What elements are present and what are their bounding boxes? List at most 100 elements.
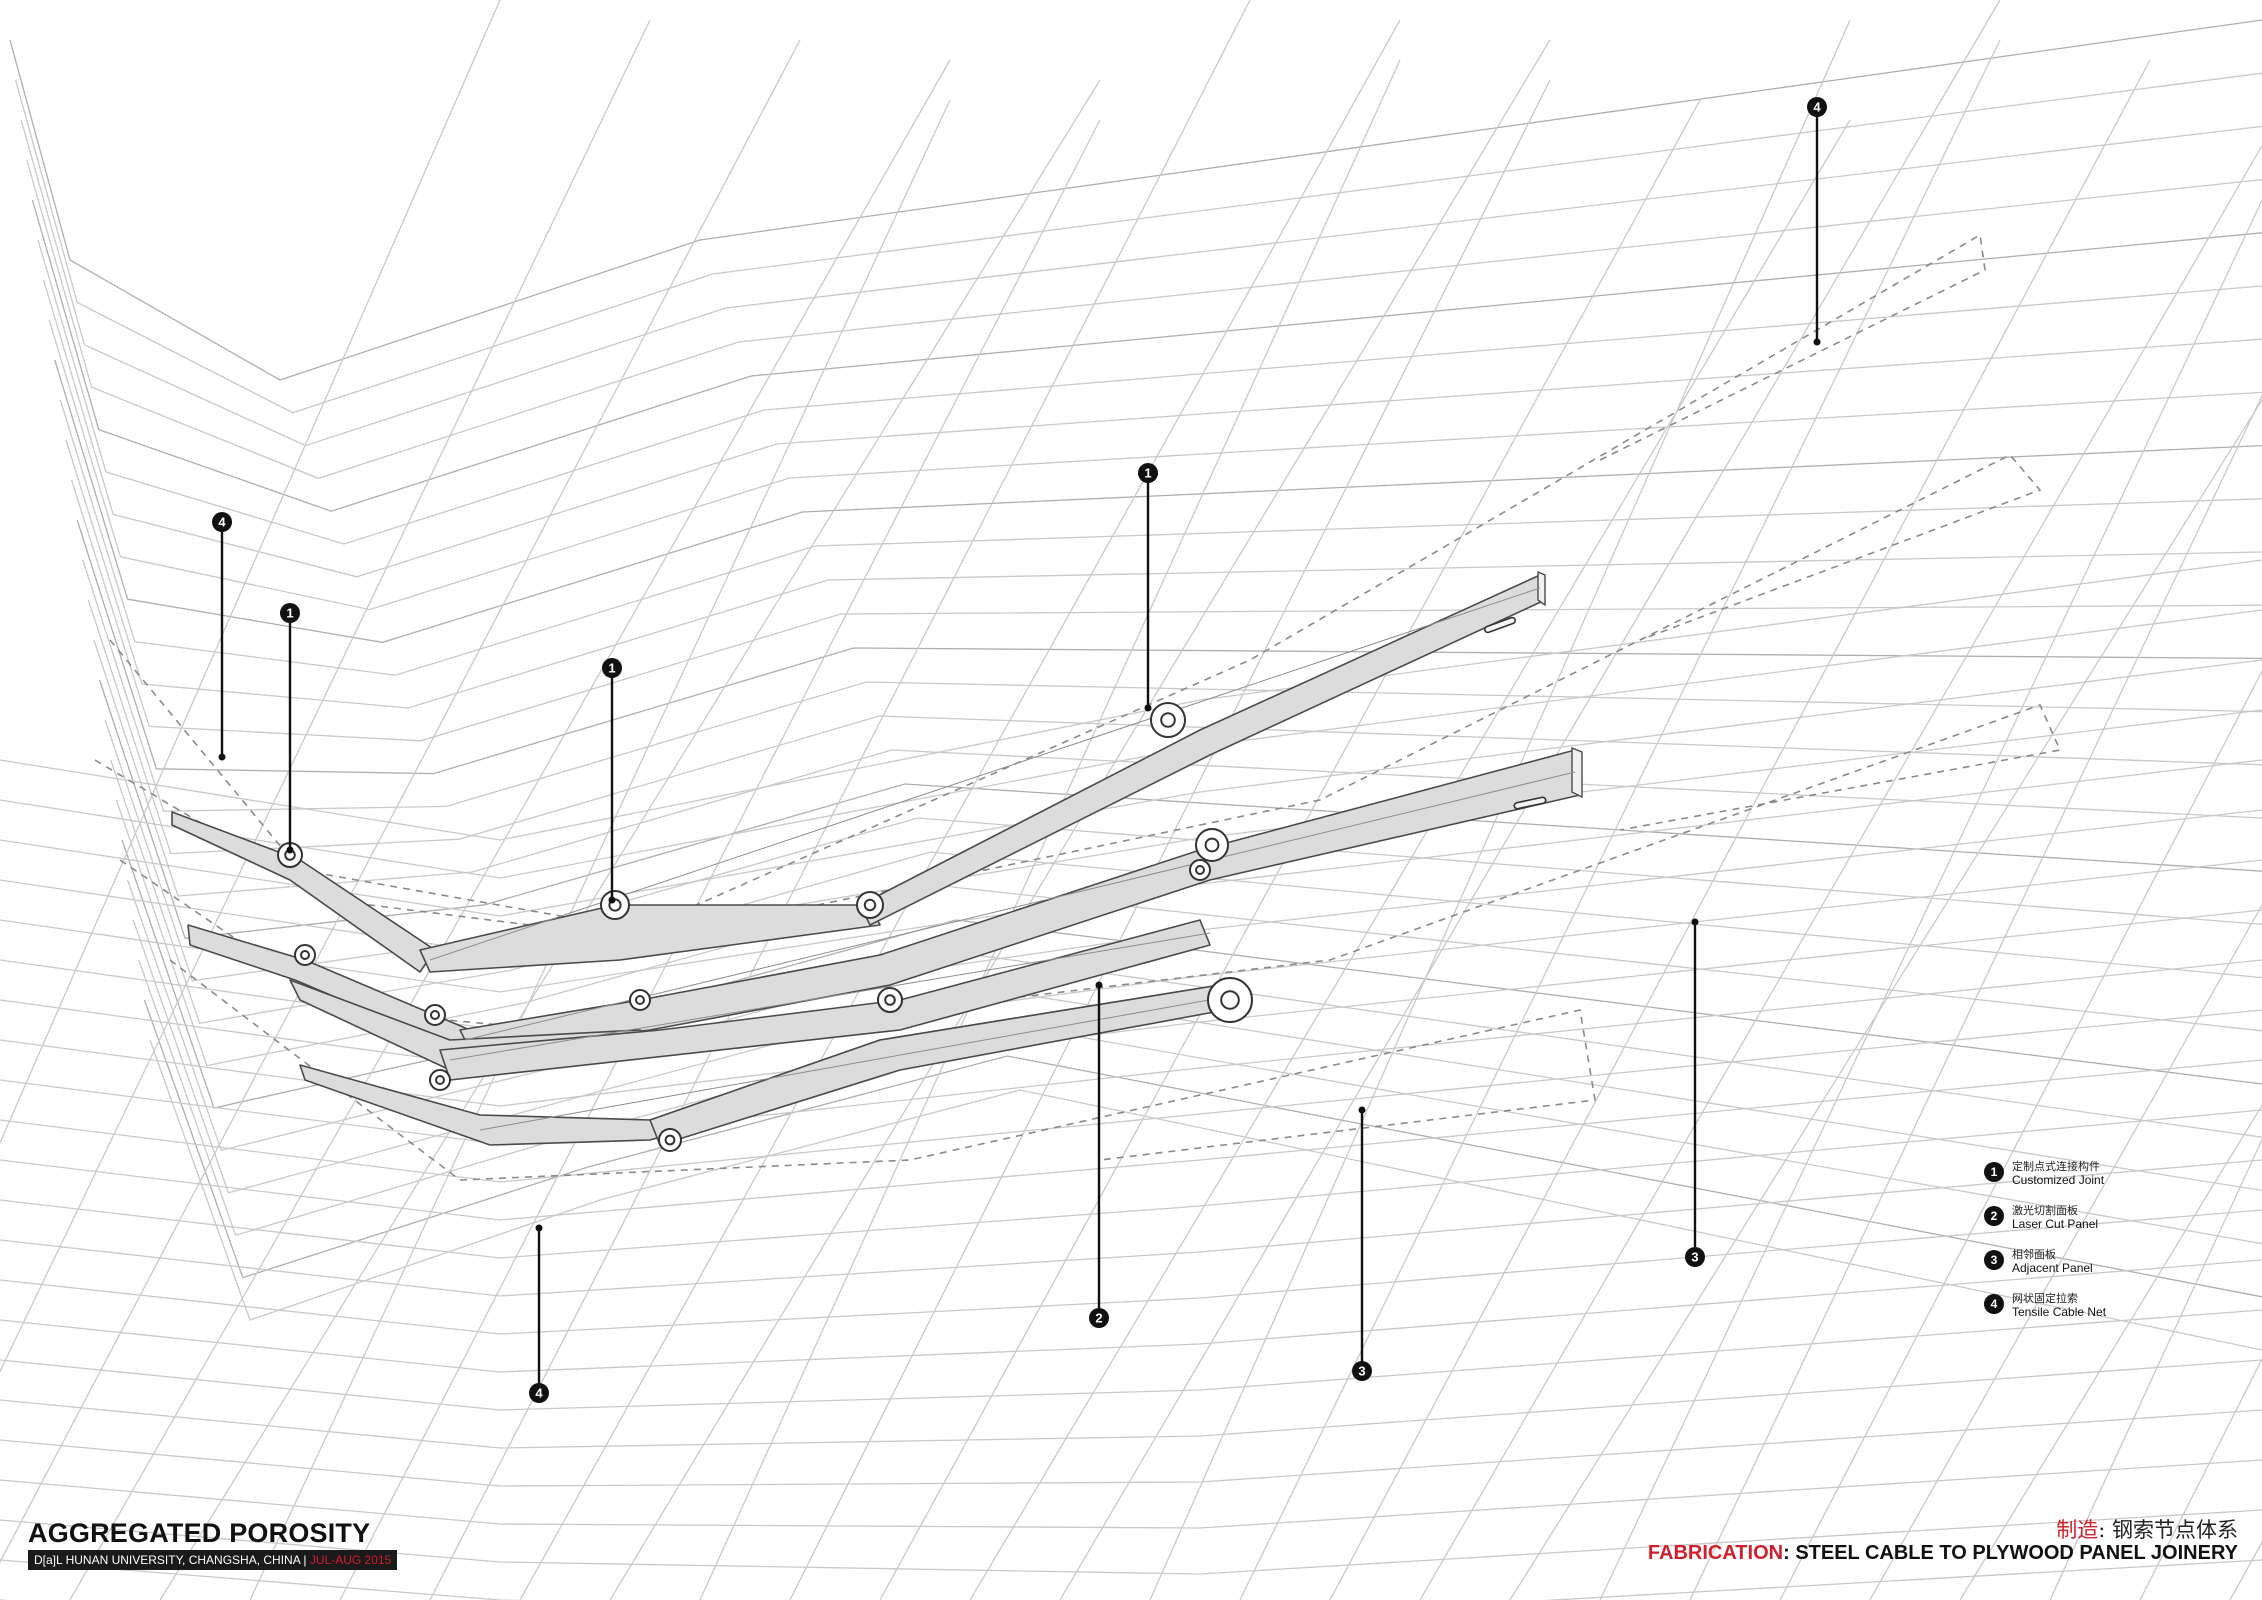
laser-cut-panel xyxy=(439,919,1211,1081)
callout-marker xyxy=(1685,1247,1705,1267)
cable-line xyxy=(149,1039,2262,1351)
cable-line xyxy=(0,1109,2262,1259)
legend-en-label: Adjacent Panel xyxy=(2012,1261,2093,1275)
cable-line xyxy=(93,639,2262,897)
cable-line xyxy=(2049,1138,2262,1600)
adjacent-panel-outline xyxy=(109,233,1986,931)
cable-line xyxy=(37,239,2262,545)
cable-line xyxy=(429,0,1251,1600)
customized-joint-hub xyxy=(863,898,877,912)
customized-joint-hub xyxy=(1195,865,1205,875)
cable-line xyxy=(339,119,1101,1600)
callout-leader-dot xyxy=(535,1224,543,1232)
cable-line xyxy=(1959,1103,2262,1600)
cable-line xyxy=(0,1359,2262,1449)
callout-markers: 4 1 1 1 4 2 3 3 4 xyxy=(212,97,1827,1403)
subtitle-text: D[a]L HUNAN UNIVERSITY, CHANGSHA, CHINA … xyxy=(34,1553,307,1567)
cable-line xyxy=(0,559,2262,841)
customized-joint-hub xyxy=(1160,712,1176,728)
callout-marker xyxy=(280,603,300,623)
callout-leader-dot xyxy=(1095,981,1103,989)
cable-line xyxy=(1509,398,2262,1600)
callout-number: 2 xyxy=(1095,1311,1102,1326)
cable-line xyxy=(0,1159,2262,1297)
cable-line xyxy=(42,279,2262,578)
panel-fold-line xyxy=(464,771,1576,1041)
legend-badge: 3 xyxy=(1984,1250,2004,1270)
cable-line xyxy=(0,659,2262,917)
customized-joint-hub xyxy=(435,1075,445,1085)
callout-leader-dot xyxy=(1358,1106,1366,1114)
panel-fold-line xyxy=(479,997,1221,1131)
callout-number: 4 xyxy=(1813,100,1821,115)
cable-line xyxy=(59,399,2262,676)
panel-end-cap xyxy=(1537,570,1546,607)
cable-line xyxy=(87,599,2262,855)
customized-joint-hub xyxy=(1220,990,1240,1010)
callout-marker xyxy=(1138,463,1158,483)
cable-line xyxy=(1779,669,2262,1600)
legend: 1 定制点式连接构件 Customized Joint 2 激光切割面板 Las… xyxy=(1984,1158,2224,1334)
legend-item-tensile-cable-net: 4 网状固定拉索 Tensile Cable Net xyxy=(1984,1290,2224,1334)
callout-marker xyxy=(529,1383,549,1403)
customized-joint-hub xyxy=(1204,837,1220,853)
cable-line xyxy=(0,1409,2262,1487)
customized-joint-hub xyxy=(430,1010,440,1020)
callout-leader-dot xyxy=(1691,918,1699,926)
cable-line xyxy=(159,79,1101,1600)
sheet-title-en: FABRICATION: STEEL CABLE TO PLYWOOD PANE… xyxy=(1648,1542,2238,1565)
legend-cn-label: 网状固定拉索 xyxy=(2012,1292,2078,1305)
cable-line xyxy=(1689,394,2262,1600)
legend-badge: 4 xyxy=(1984,1294,2004,1314)
callout-leader-dot xyxy=(286,846,294,854)
callout-leader-dot xyxy=(608,896,616,904)
sheet-title-cn-text: 钢索节点体系 xyxy=(2105,1518,2238,1542)
laser-cut-panels xyxy=(171,570,1583,1146)
sheet-title-en-sep: : xyxy=(1783,1542,1790,1564)
legend-en-label: Laser Cut Panel xyxy=(2012,1217,2099,1231)
legend-badge: 2 xyxy=(1984,1206,2004,1226)
sheet-title-cn-label: 制造 xyxy=(2056,1518,2099,1542)
callout-number: 3 xyxy=(1691,1250,1698,1265)
sheet-title-cn-sep: : xyxy=(2098,1518,2106,1542)
cable-line xyxy=(0,709,2262,955)
project-subtitle: D[a]L HUNAN UNIVERSITY, CHANGSHA, CHINA … xyxy=(28,1550,398,1570)
panel-end-cap xyxy=(1571,746,1583,799)
cable-line xyxy=(26,159,2262,480)
customized-joint-hub xyxy=(884,994,896,1006)
cable-line xyxy=(115,799,2262,1067)
cable-line xyxy=(1419,144,2262,1600)
cable-line xyxy=(0,39,801,1564)
callout-leader-dot xyxy=(1144,704,1152,712)
legend-item-customized-joint: 1 定制点式连接构件 Customized Joint xyxy=(1984,1158,2224,1202)
cable-line xyxy=(1329,59,2151,1600)
callout-leader-dot xyxy=(1813,338,1821,346)
cable-line xyxy=(0,1559,2262,1600)
callout-number: 4 xyxy=(535,1386,543,1401)
cable-line xyxy=(9,19,2262,381)
cable-line xyxy=(31,199,2262,512)
callout-marker xyxy=(1807,97,1827,117)
legend-en-label: Tensile Cable Net xyxy=(2012,1305,2107,1319)
cable-line xyxy=(1239,39,2001,1600)
cable-line xyxy=(48,319,2262,611)
customized-joint-hub xyxy=(664,1134,676,1146)
legend-item-adjacent-panel: 3 相邻面板 Adjacent Panel xyxy=(1984,1246,2224,1290)
cable-line xyxy=(132,919,2262,1194)
callout-number: 1 xyxy=(608,661,615,676)
cable-line xyxy=(0,1009,2262,1183)
cable-line xyxy=(249,99,951,1600)
cable-line xyxy=(70,479,2262,742)
callout-marker xyxy=(1089,1308,1109,1328)
sheet-title-en-text: STEEL CABLE TO PLYWOOD PANEL JOINERY xyxy=(1789,1542,2238,1564)
cable-line xyxy=(110,759,2262,1024)
cable-line xyxy=(0,1309,2262,1411)
cable-line xyxy=(20,119,2262,447)
cable-line xyxy=(519,19,1401,1600)
cable-line xyxy=(69,59,951,1600)
cable-line xyxy=(54,359,2262,644)
panel-slot xyxy=(1513,796,1547,810)
cable-line xyxy=(0,959,2262,1145)
